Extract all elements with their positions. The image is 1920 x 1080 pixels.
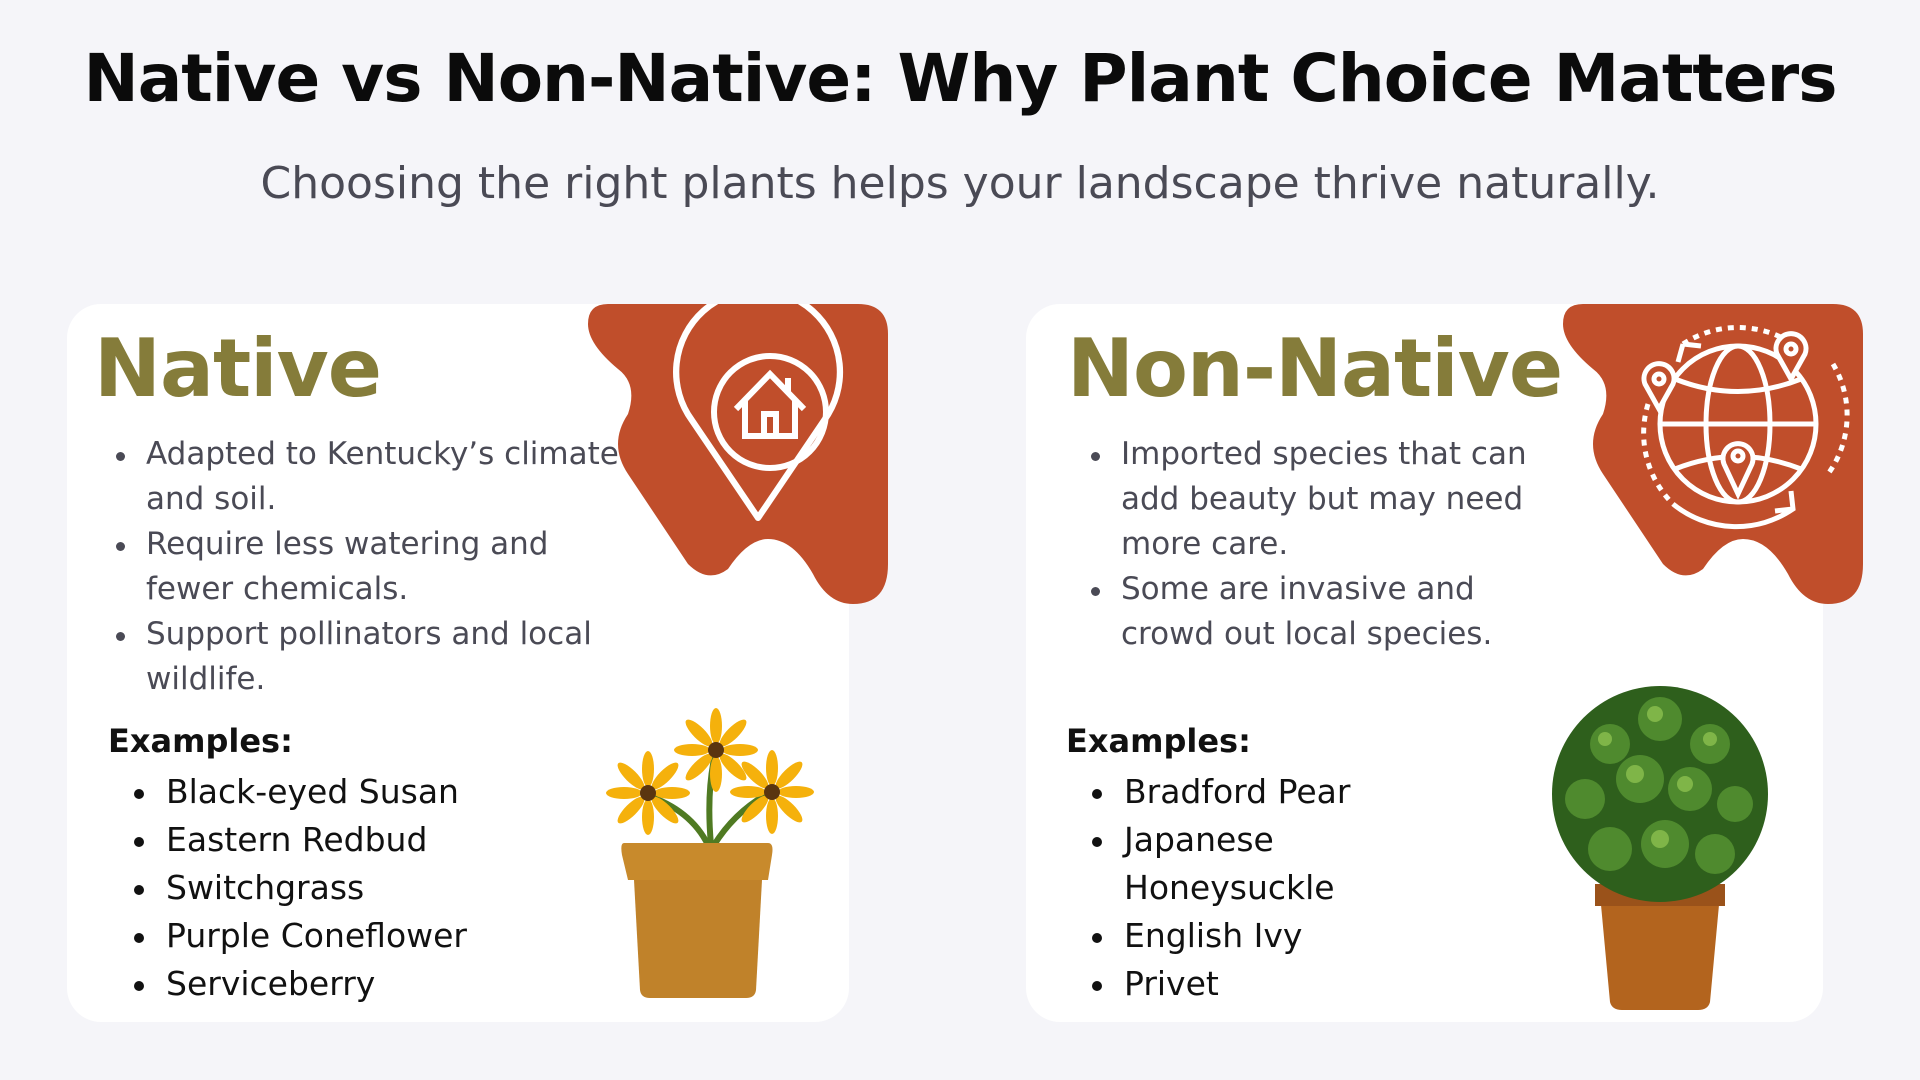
bullet-item: Support pollinators and local wildlife. <box>114 612 634 702</box>
bullet-item: Imported species that can add beauty but… <box>1089 432 1569 567</box>
potted-flowers-image <box>606 708 814 998</box>
example-item: Black-eyed Susan <box>130 768 467 816</box>
non-native-blob <box>1563 304 1863 604</box>
native-heading: Native <box>94 322 382 415</box>
bullet-item: Some are invasive and crowd out local sp… <box>1089 567 1569 657</box>
home-location-pin-icon <box>673 304 844 522</box>
bullet-item: Adapted to Kentucky’s climate and soil. <box>114 432 634 522</box>
native-examples-label: Examples: <box>108 722 293 760</box>
potted-topiary-image <box>1552 686 1768 1010</box>
native-blob <box>588 304 888 604</box>
example-item: English Ivy <box>1088 912 1388 960</box>
example-item: Serviceberry <box>130 960 467 1008</box>
example-item: Japanese Honeysuckle <box>1088 816 1388 912</box>
example-item: Eastern Redbud <box>130 816 467 864</box>
non-native-bullets: Imported species that can add beauty but… <box>1089 432 1569 657</box>
native-bullets: Adapted to Kentucky’s climate and soil. … <box>114 432 634 702</box>
example-item: Purple Coneflower <box>130 912 467 960</box>
page-subtitle: Choosing the right plants helps your lan… <box>260 158 1660 209</box>
example-item: Privet <box>1088 960 1388 1008</box>
non-native-examples: Bradford Pear Japanese Honeysuckle Engli… <box>1088 768 1388 1008</box>
globe-locations-icon <box>1641 325 1850 530</box>
native-examples: Black-eyed Susan Eastern Redbud Switchgr… <box>130 768 467 1008</box>
flower <box>606 708 814 835</box>
non-native-examples-label: Examples: <box>1066 722 1251 760</box>
page-title: Native vs Non-Native: Why Plant Choice M… <box>83 40 1837 117</box>
non-native-heading: Non-Native <box>1067 322 1563 415</box>
example-item: Bradford Pear <box>1088 768 1388 816</box>
example-item: Switchgrass <box>130 864 467 912</box>
bullet-item: Require less watering and fewer chemical… <box>114 522 634 612</box>
